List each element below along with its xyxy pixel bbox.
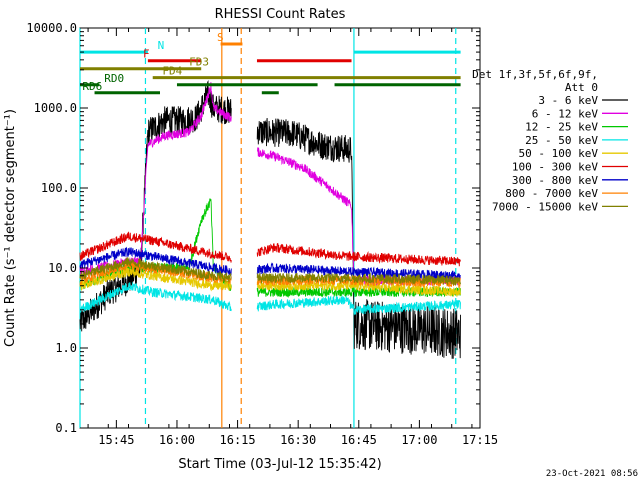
series-line-3-seg-0 <box>79 282 232 313</box>
y-tick-label-4: 1000.0 <box>34 101 77 115</box>
x-tick-label-3: 16:30 <box>280 433 316 447</box>
series-line-3-seg-1 <box>256 295 461 316</box>
series-line-5-seg-1 <box>256 242 461 267</box>
y-tick-label-1: 1.0 <box>55 341 77 355</box>
series-line-5-seg-0 <box>79 231 232 263</box>
x-axis-label: Start Time (03-Jul-12 15:35:42) <box>178 457 381 472</box>
series-line-6-seg-0 <box>79 246 232 276</box>
series-line-1-seg-1 <box>257 146 461 287</box>
x-tick-label-2: 16:15 <box>220 433 256 447</box>
chart-title: RHESSI Count Rates <box>215 7 346 22</box>
series-line-1-seg-0 <box>79 82 232 277</box>
series-line-4-seg-1 <box>256 280 461 297</box>
y-tick-label-2: 10.0 <box>48 261 77 275</box>
legend-label-7: 800 - 7000 keV <box>505 187 598 200</box>
flag-label-6: RD6 <box>82 80 102 93</box>
flag-label-5: RD0 <box>104 72 124 85</box>
x-tick-label-0: 15:45 <box>98 433 134 447</box>
x-tick-label-4: 16:45 <box>341 433 377 447</box>
legend-label-4: 50 - 100 keV <box>519 147 599 160</box>
y-tick-label-3: 100.0 <box>41 181 77 195</box>
x-tick-label-1: 16:00 <box>159 433 195 447</box>
x-tick-label-6: 17:15 <box>462 433 498 447</box>
y-tick-label-0: 0.1 <box>55 421 77 435</box>
y-axis-label: Count Rate (s⁻¹ detector segment⁻¹) <box>3 109 18 347</box>
legend-header-line-1: Det 1f,3f,5f,6f,9f, <box>472 68 598 81</box>
flag-label-3: FD3 <box>189 56 209 69</box>
legend-label-8: 7000 - 15000 keV <box>492 200 598 213</box>
legend-label-6: 300 - 800 keV <box>512 174 598 187</box>
x-tick-label-5: 17:00 <box>401 433 437 447</box>
series-line-8-seg-1 <box>256 271 461 286</box>
legend-label-3: 25 - 50 keV <box>525 134 598 147</box>
flag-label-0: N <box>158 39 165 52</box>
legend-label-0: 3 - 6 keV <box>538 94 598 107</box>
flag-label-2: S <box>217 31 224 44</box>
legend-label-2: 12 - 25 keV <box>525 121 598 134</box>
legend-label-1: 6 - 12 keV <box>532 107 599 120</box>
series-line-4-seg-0 <box>79 267 232 292</box>
series-line-0-seg-1 <box>256 117 461 359</box>
flag-label-1: F <box>143 48 150 61</box>
vertical-markers <box>79 28 457 428</box>
plot-frame <box>79 27 481 429</box>
series-lines <box>79 80 461 359</box>
series-line-8-seg-0 <box>79 257 232 283</box>
legend-header-line-2: Att 0 <box>565 81 598 94</box>
legend-label-5: 100 - 300 keV <box>512 161 598 174</box>
flag-label-4: FD4 <box>162 65 182 78</box>
y-tick-label-5: 10000.0 <box>26 21 77 35</box>
footer-timestamp: 23-Oct-2021 08:56 <box>546 469 638 479</box>
axis-ticks: 0.1 1.0 10.0 100.0 1000.0 10000.0 15:45 16:00 16… <box>26 21 498 447</box>
